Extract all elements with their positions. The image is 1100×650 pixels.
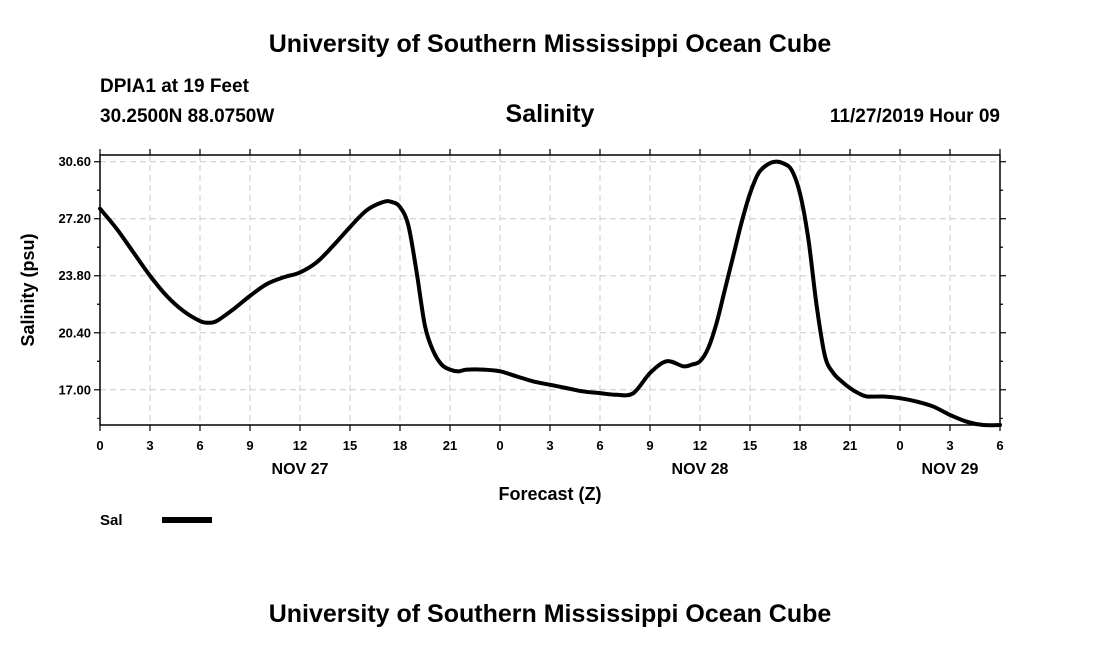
legend-label-sal: Sal (100, 512, 123, 529)
x-axis: 0 3 6 9 12 15 18 21 0 3 6 9 12 15 18 21 0 3 6 (96, 149, 1004, 453)
x-tick-label: 15 (343, 438, 357, 453)
x-tick-label: 12 (293, 438, 307, 453)
chart-title: Salinity (505, 100, 595, 128)
x-axis-title: Forecast (Z) (498, 484, 601, 504)
date-label: NOV 27 (272, 461, 329, 478)
x-tick-label: 21 (443, 438, 457, 453)
grid (100, 155, 1000, 425)
station-label: DPIA1 at 19 Feet (100, 76, 249, 97)
y-axis: 17.00 20.40 23.80 27.20 30.60 (58, 154, 1006, 419)
x-tick-label: 9 (646, 438, 653, 453)
x-tick-label: 21 (843, 438, 857, 453)
x-tick-label: 9 (246, 438, 253, 453)
x-tick-label: 3 (546, 438, 553, 453)
org-title: University of Southern Mississippi Ocean… (268, 30, 832, 58)
x-tick-label: 18 (793, 438, 807, 453)
date-label: NOV 29 (922, 461, 979, 478)
date-labels: NOV 27 NOV 28 NOV 29 (272, 461, 979, 478)
forecast-datetime: 11/27/2019 Hour 09 (829, 106, 1000, 127)
footer-org-title: University of Southern Mississippi Ocean… (268, 600, 832, 628)
y-tick-label: 20.40 (58, 325, 91, 340)
coordinates-label: 30.2500N 88.0750W (100, 106, 275, 127)
y-axis-title: Salinity (psu) (18, 233, 38, 346)
y-tick-label: 23.80 (58, 268, 91, 283)
x-tick-label: 0 (496, 438, 503, 453)
series-line-sal (98, 159, 1002, 428)
x-tick-label: 12 (693, 438, 707, 453)
y-tick-label: 17.00 (58, 382, 91, 397)
y-tick-label: 30.60 (58, 154, 91, 169)
x-tick-label: 6 (196, 438, 203, 453)
y-tick-label: 27.20 (58, 211, 91, 226)
x-tick-label: 0 (96, 438, 103, 453)
x-tick-label: 3 (946, 438, 953, 453)
x-tick-label: 6 (996, 438, 1003, 453)
x-tick-label: 6 (596, 438, 603, 453)
x-tick-label: 3 (146, 438, 153, 453)
x-tick-label: 0 (896, 438, 903, 453)
date-label: NOV 28 (672, 461, 729, 478)
x-tick-label: 18 (393, 438, 407, 453)
x-tick-label: 15 (743, 438, 757, 453)
